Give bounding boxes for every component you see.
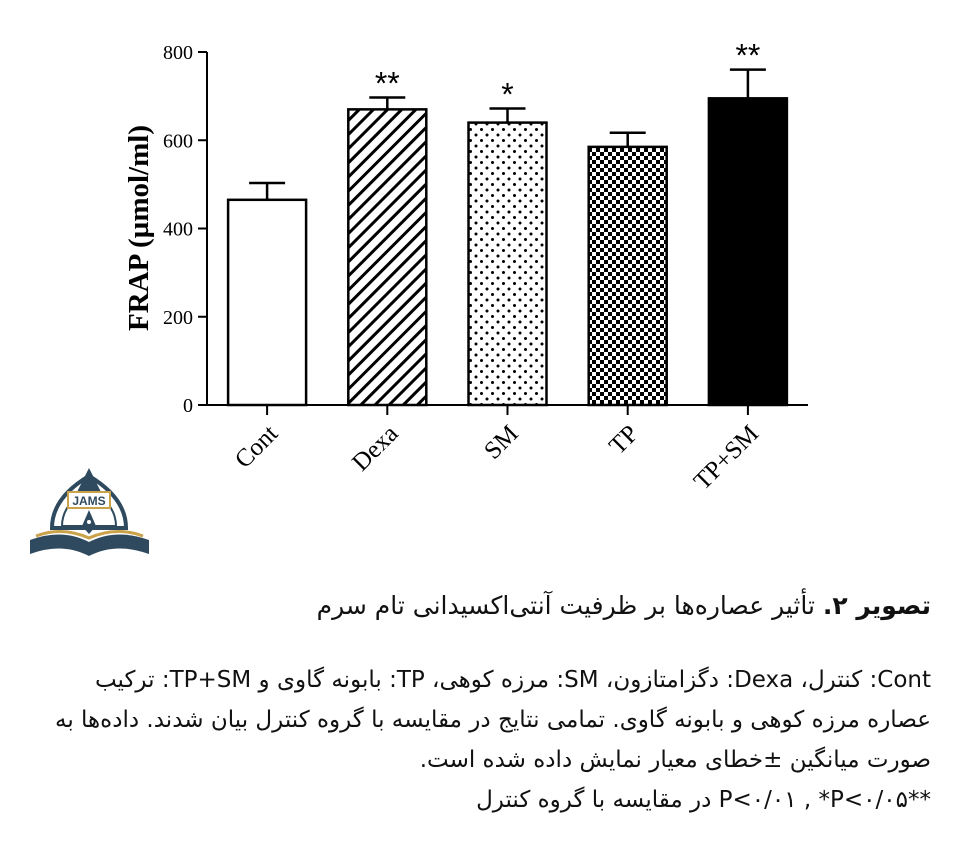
x-tick-label: Cont: [230, 420, 284, 474]
bar-tp: [587, 145, 668, 407]
x-tick-label: TP+SM: [689, 420, 764, 495]
significance-marker: **: [735, 38, 760, 74]
significance-marker: **: [375, 65, 400, 101]
legend-abbr-tp: TP: [396, 667, 425, 693]
bar-sm: [467, 121, 548, 407]
bar-tp-sm: [707, 97, 789, 407]
legend-abbr-sm: SM: [564, 667, 599, 693]
significance-marker: *: [501, 76, 513, 112]
legend-desc-tp: : بابونه گاوی و: [251, 667, 397, 693]
legend-abbr-dexa: Dexa: [734, 667, 794, 693]
legend-desc-dexa: : دگزامتازون،: [598, 667, 735, 693]
jams-logo: JAMS: [30, 468, 149, 556]
legend-abbr-tpsm: TP+SM: [169, 667, 252, 693]
bar-dexa: [347, 108, 428, 407]
y-tick-label: 600: [163, 130, 193, 152]
legend-desc-cont: : کنترل،: [793, 667, 878, 693]
y-tick-label: 0: [183, 395, 193, 417]
bar-cont: [226, 198, 308, 407]
y-tick-label: 800: [163, 42, 193, 64]
logo-text: JAMS: [72, 494, 105, 508]
caption-sentence-2: داده‌ها به صورت میانگین ±خطای معیار نمای…: [55, 707, 931, 773]
x-tick-label: Dexa: [347, 420, 403, 476]
y-tick-label: 200: [163, 307, 193, 329]
significance-note: **P<۰/۰۱ , *P<۰/۰۵ در مقایسه با گروه کنت…: [476, 787, 931, 813]
caption-sentence-1: تمامی نتایج در مقایسه با گروه کنترل بیان…: [146, 707, 606, 733]
figure-title: تأثیر عصاره‌ها بر ظرفیت آنتی‌اکسیدانی تا…: [316, 591, 815, 620]
bar-series: ** ***: [226, 38, 789, 407]
x-tick-label: SM: [479, 420, 524, 465]
figure-caption-body: Cont: کنترل، Dexa: دگزامتازون، SM: مرزه …: [31, 660, 931, 820]
legend-abbr-cont: Cont: [877, 667, 931, 693]
legend-desc-tpsm: : ترکیب عصاره مرزه کوهی و بابونه گاوی.: [94, 667, 931, 733]
figure-caption-title: تصویر ۲. تأثیر عصاره‌ها بر ظرفیت آنتی‌اک…: [31, 588, 931, 624]
x-tick-label: TP: [604, 420, 644, 460]
y-axis-label: FRAP (µmol/ml): [123, 125, 155, 331]
figure-label: تصویر ۲.: [822, 591, 931, 620]
legend-desc-sm: : مرزه کوهی،: [424, 667, 565, 693]
y-tick-label: 400: [163, 219, 193, 241]
